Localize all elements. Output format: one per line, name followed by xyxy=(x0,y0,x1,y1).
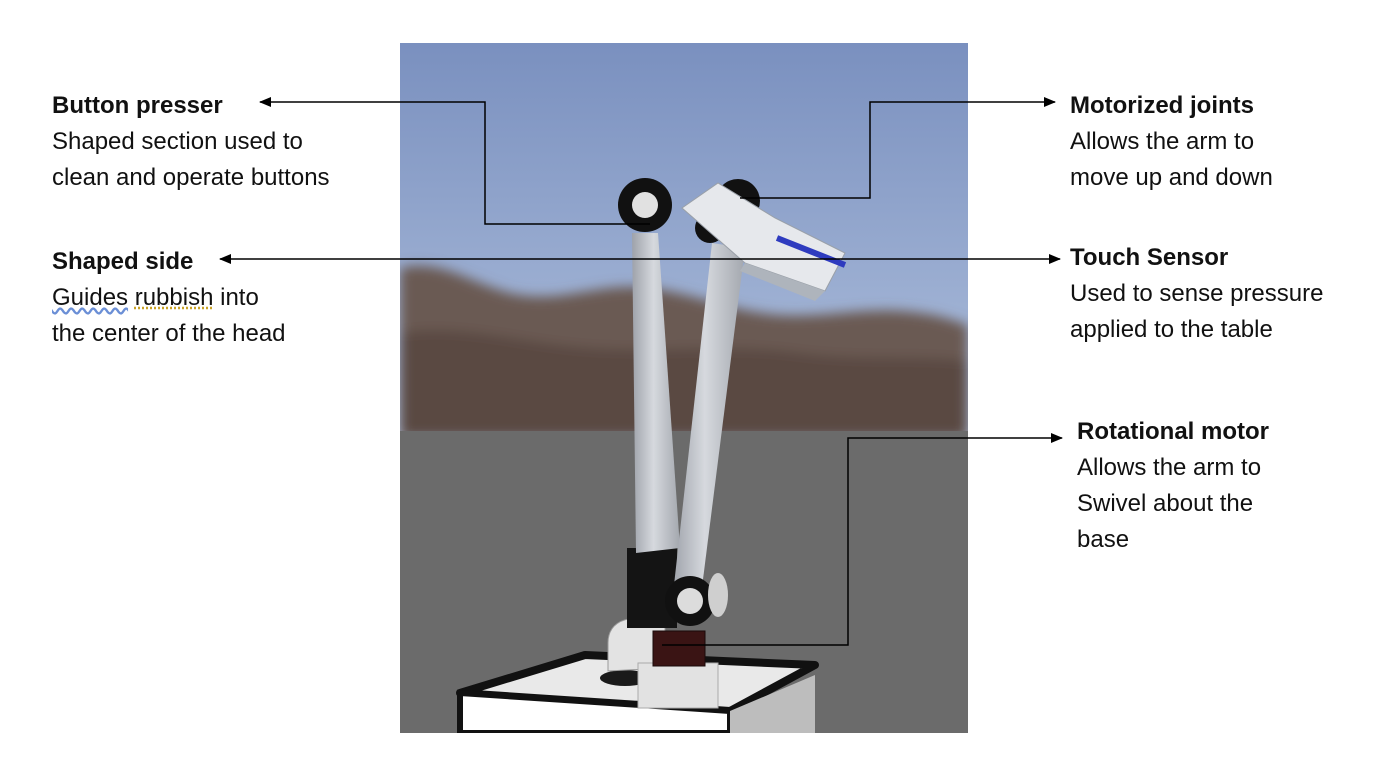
motorized-joints-desc-1: Allows the arm to xyxy=(1070,128,1255,155)
table-side xyxy=(730,675,815,733)
rotational-motor-callout: Rotational motor Allows the arm to Swive… xyxy=(1077,414,1269,558)
mountains xyxy=(400,265,968,438)
button-presser-desc-2: clean and operate buttons xyxy=(52,164,330,191)
shaped-side-callout: Shaped side Guides rubbish into the cent… xyxy=(52,244,286,352)
button-presser-desc-1: Shaped section used to xyxy=(52,128,303,155)
shaped-side-title: Shaped side xyxy=(52,248,194,275)
spell-flag-rubbish: rubbish xyxy=(134,284,214,311)
button-presser-title: Button presser xyxy=(52,92,223,119)
rotational-motor-desc-3: base xyxy=(1077,526,1130,553)
motorized-joints-desc-2: move up and down xyxy=(1070,164,1273,191)
head xyxy=(681,182,846,292)
base-block xyxy=(637,662,719,709)
shaped-side-desc-1-rest: into xyxy=(213,284,259,311)
rotational-motor-cube xyxy=(652,630,706,667)
touch-sensor-strip xyxy=(775,235,847,268)
touch-sensor-callout: Touch Sensor Used to sense pressure appl… xyxy=(1070,240,1323,348)
shaped-side-desc-2: the center of the head xyxy=(52,320,286,347)
robot-arm-render xyxy=(400,43,968,733)
rotational-motor-desc-1: Allows the arm to xyxy=(1077,454,1262,481)
rotational-motor-title: Rotational motor xyxy=(1077,418,1269,445)
motorized-joints-callout: Motorized joints Allows the arm to move … xyxy=(1070,88,1273,196)
touch-sensor-title: Touch Sensor xyxy=(1070,244,1229,271)
shaped-side-desc-1: Guides rubbish into xyxy=(52,280,286,316)
rotational-motor-desc-2: Swivel about the xyxy=(1077,490,1254,517)
spell-flag-guides: Guides xyxy=(52,284,129,311)
touch-sensor-desc-2: applied to the table xyxy=(1070,316,1273,343)
button-presser-callout: Button presser Shaped section used to cl… xyxy=(52,88,330,196)
touch-sensor-desc-1: Used to sense pressure xyxy=(1070,280,1324,307)
motorized-joints-title: Motorized joints xyxy=(1070,92,1254,119)
